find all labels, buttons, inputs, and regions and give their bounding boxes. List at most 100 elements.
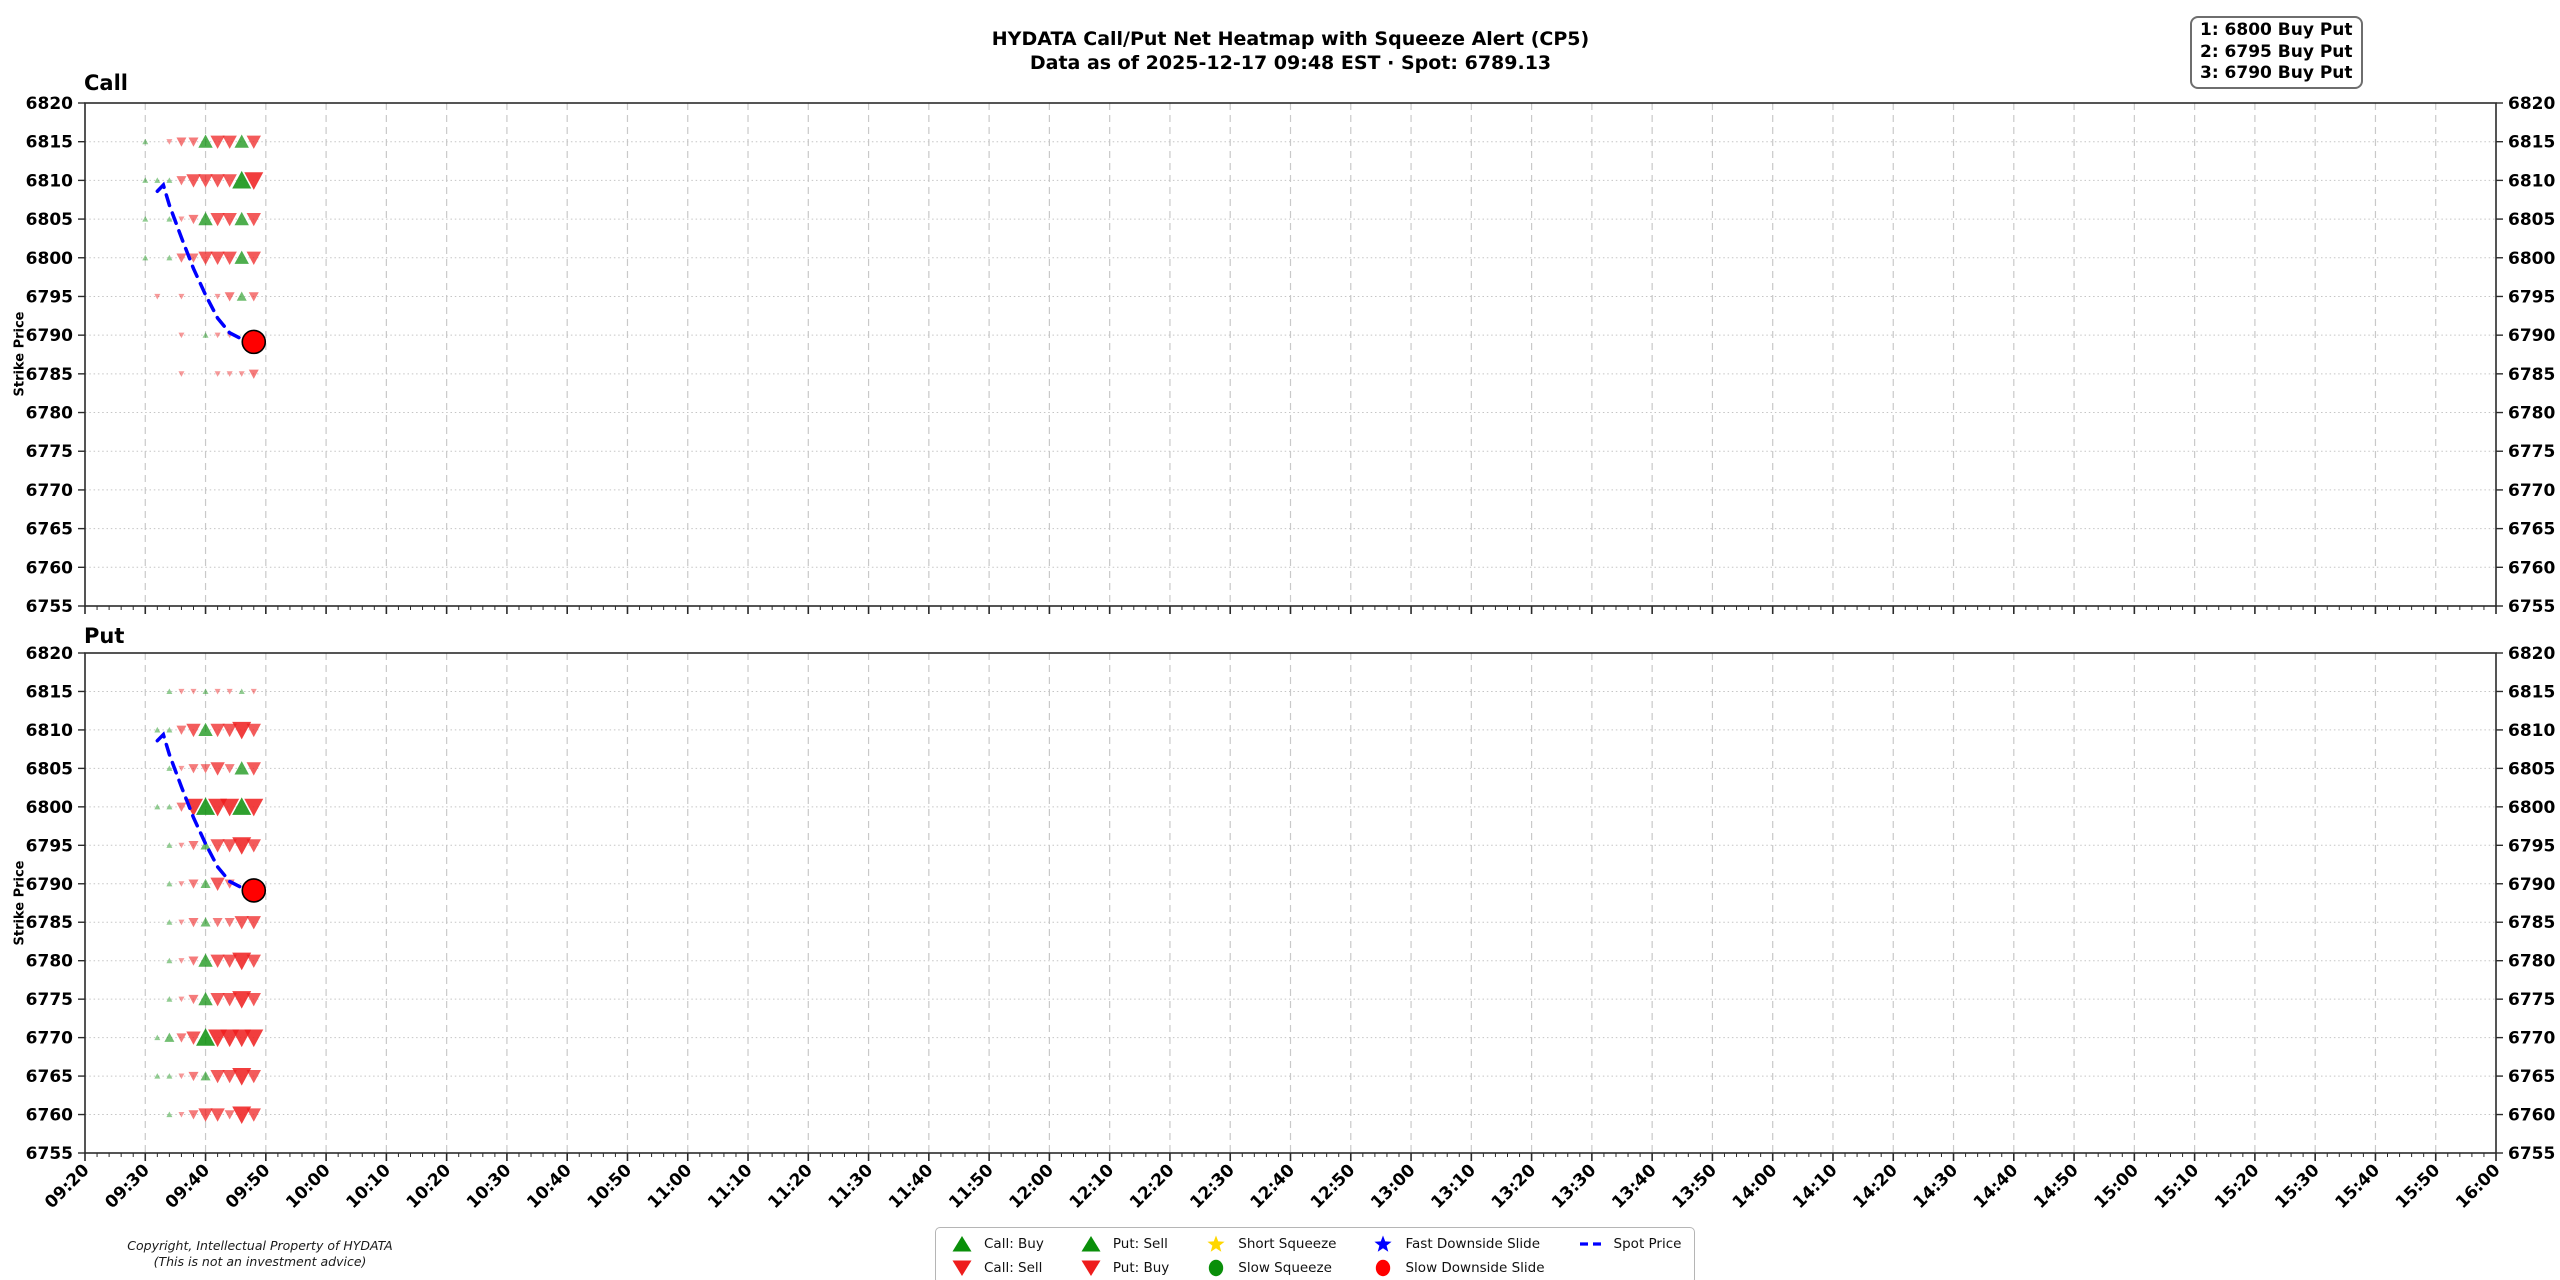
put-marker-down <box>222 993 237 1007</box>
put-marker-down <box>246 762 261 776</box>
x-tick-label: 10:50 <box>584 1160 637 1213</box>
y-tick-label-left: 6805 <box>26 759 73 779</box>
x-tick-label: 12:50 <box>1307 1160 1360 1213</box>
put-marker-down <box>220 1029 240 1048</box>
y-tick-label-left: 6800 <box>26 249 73 269</box>
y-tick-label-left: 6790 <box>26 875 73 895</box>
y-tick-label-right: 6810 <box>2508 171 2555 191</box>
spot-price-line <box>155 181 256 344</box>
put-marker-up <box>196 1028 216 1046</box>
y-tick-label-left: 6770 <box>26 1029 73 1049</box>
y-tick-label-right: 6765 <box>2508 520 2555 540</box>
y-tick-label-right: 6760 <box>2508 558 2555 578</box>
x-tick-label: 11:20 <box>764 1160 817 1213</box>
y-tick-label-left: 6795 <box>26 287 73 307</box>
call-marker-up <box>232 170 252 189</box>
call-marker-down <box>198 251 213 265</box>
call-marker-down <box>222 251 237 265</box>
put-marker-up <box>166 842 173 848</box>
put-marker-down <box>176 802 187 812</box>
call-marker-down <box>222 212 237 227</box>
put-marker-down <box>214 688 221 695</box>
call-marker-up <box>236 291 247 301</box>
call-marker-down <box>176 137 187 147</box>
put-marker-down <box>232 721 252 740</box>
call-marker-down <box>246 212 261 227</box>
put-marker-down <box>190 688 197 695</box>
y-tick-label-left: 6765 <box>26 1067 73 1087</box>
chart-title: HYDATA Call/Put Net Heatmap with Squeeze… <box>991 28 1590 50</box>
put-marker-down <box>208 798 228 817</box>
star-icon <box>1374 1235 1393 1252</box>
legend-column: Short Squeeze Slow Squeeze <box>1203 1232 1336 1279</box>
put-marker-down <box>210 1108 225 1122</box>
legend-column: Put: Sell Put: Buy <box>1078 1232 1169 1279</box>
put-marker-down <box>176 725 187 735</box>
put-marker-down <box>188 917 199 928</box>
x-tick-label: 12:00 <box>1006 1160 1059 1213</box>
put-marker-down <box>246 954 261 968</box>
call-marker-down <box>246 135 261 149</box>
put-marker-up <box>202 688 209 695</box>
put-marker-down <box>178 881 185 887</box>
call-marker-up <box>154 177 161 183</box>
legend-label: Slow Squeeze <box>1238 1259 1332 1276</box>
put-marker-down <box>232 837 252 855</box>
call-marker-down <box>166 139 173 145</box>
x-tick-label: 14:20 <box>1849 1160 1902 1213</box>
y-tick-label-right: 6755 <box>2508 1144 2555 1164</box>
call-marker-up <box>166 216 173 222</box>
x-tick-label: 13:10 <box>1427 1160 1480 1213</box>
y-tick-label-right: 6785 <box>2508 913 2555 933</box>
x-tick-label: 15:40 <box>2332 1160 2385 1213</box>
put-marker-down <box>200 764 211 774</box>
x-tick-label: 11:10 <box>704 1160 757 1213</box>
alert-line-1: 1: 6800 Buy Put <box>2200 20 2353 40</box>
y-tick-label-left: 6795 <box>26 836 73 856</box>
y-tick-label-left: 6780 <box>26 404 73 424</box>
legend-column: Call: Buy Call: Sell <box>949 1232 1044 1279</box>
legend-label: Spot Price <box>1613 1235 1682 1252</box>
x-tick-label: 14:10 <box>1789 1160 1842 1213</box>
put-marker-down <box>210 762 225 776</box>
chart-subtitle: Data as of 2025-12-17 09:48 EST · Spot: … <box>1029 52 1552 74</box>
call-marker-up <box>234 134 249 148</box>
y-tick-label-left: 6815 <box>26 133 73 153</box>
put-marker-up <box>232 797 252 815</box>
y-tick-label-left: 6810 <box>26 721 73 741</box>
y-tick-label-right: 6795 <box>2508 287 2555 307</box>
x-tick-label: 10:10 <box>342 1160 395 1213</box>
put-marker-down <box>222 723 237 738</box>
y-tick-label-left: 6755 <box>26 1144 73 1164</box>
call-panel: 6755 6755 6760 6760 6765 6765 6770 6770 6775 6775… <box>26 94 2556 617</box>
legend-column: Fast Downside Slide Slow Downside Slide <box>1370 1232 1545 1279</box>
put-marker-down <box>224 917 235 928</box>
put-marker-up <box>200 840 211 850</box>
call-marker-up <box>202 332 209 338</box>
y-tick-label-left: 6785 <box>26 365 73 385</box>
call-marker-up <box>234 211 249 226</box>
put-marker-down <box>178 996 185 1003</box>
y-tick-label-right: 6755 <box>2508 597 2555 617</box>
call-marker-down <box>178 332 185 339</box>
put-marker-down <box>178 842 185 849</box>
put-marker-up <box>166 726 173 733</box>
y-tick-label-right: 6800 <box>2508 249 2555 269</box>
call-marker-down <box>178 216 185 223</box>
put-marker-down <box>220 798 240 817</box>
put-marker-down <box>222 839 237 853</box>
x-tick-label: 09:40 <box>162 1160 215 1213</box>
put-marker-down <box>188 1071 199 1082</box>
call-marker-up <box>142 216 149 222</box>
put-marker-up <box>166 996 173 1002</box>
put-marker-up <box>154 726 161 733</box>
y-tick-label-left: 6820 <box>26 644 73 664</box>
put-marker-down <box>246 839 261 853</box>
y-tick-label-left: 6820 <box>26 94 73 114</box>
call-marker-down <box>248 292 259 302</box>
alert-line-2: 2: 6795 Buy Put <box>2200 41 2353 62</box>
x-tick-label: 12:20 <box>1126 1160 1179 1213</box>
x-tick-label: 15:50 <box>2392 1160 2445 1213</box>
call-marker-up <box>142 254 149 261</box>
